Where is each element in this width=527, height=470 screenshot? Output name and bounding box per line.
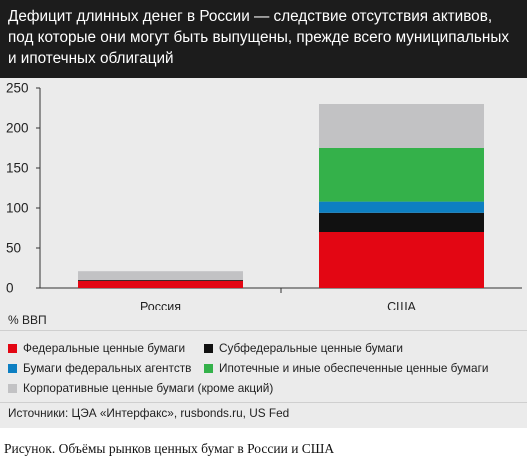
legend-item-mortgage: Ипотечные и иные обеспеченные ценные бум… (204, 361, 489, 375)
legend: Федеральные ценные бумаги Субфедеральные… (8, 338, 523, 398)
legend-item-federal: Федеральные ценные бумаги (8, 341, 204, 355)
legend-swatch-corporate (8, 383, 17, 393)
bar-segment (78, 280, 243, 288)
bar-segment (319, 201, 484, 213)
legend-label-agencies: Бумаги федеральных агентств (23, 361, 192, 375)
source-note: Источники: ЦЭА «Интерфакс», rusbonds.ru,… (8, 406, 290, 420)
bar-segment (319, 148, 484, 202)
legend-swatch-mortgage (204, 363, 213, 373)
y-tick-label: 150 (6, 161, 29, 176)
legend-item-agencies: Бумаги федеральных агентств (8, 361, 204, 375)
legend-swatch-subfederal (204, 343, 213, 353)
legend-label-mortgage: Ипотечные и иные обеспеченные ценные бум… (219, 361, 489, 375)
x-category-label: Россия (140, 300, 181, 310)
x-category-label: США (387, 300, 416, 310)
legend-item-subfederal: Субфедеральные ценные бумаги (204, 341, 403, 355)
bar-segment (319, 212, 484, 232)
legend-item-corporate: Корпоративные ценные бумаги (кроме акций… (8, 381, 273, 395)
legend-label-corporate: Корпоративные ценные бумаги (кроме акций… (23, 381, 274, 395)
chart-header: Дефицит длинных денег в России — следств… (0, 0, 527, 78)
divider (0, 330, 527, 331)
legend-row: Корпоративные ценные бумаги (кроме акций… (8, 378, 523, 398)
chart-title: Дефицит длинных денег в России — следств… (8, 8, 509, 67)
divider (0, 402, 527, 403)
y-axis-unit-label: % ВВП (8, 313, 47, 327)
bar-segment (78, 280, 243, 281)
y-tick-label: 100 (6, 201, 29, 216)
legend-swatch-federal (8, 343, 17, 353)
legend-swatch-agencies (8, 363, 17, 373)
legend-label-subfederal: Субфедеральные ценные бумаги (219, 341, 403, 355)
legend-row: Бумаги федеральных агентств Ипотечные и … (8, 358, 523, 378)
y-tick-label: 0 (6, 281, 14, 296)
figure-caption: Рисунок. Объёмы рынков ценных бумаг в Ро… (4, 441, 335, 456)
bar-segment (319, 232, 484, 288)
stacked-bar-chart: 0 50 100 150 200 250 Россия США (6, 81, 522, 310)
bar-segment (78, 271, 243, 280)
y-tick-label: 50 (6, 241, 21, 256)
legend-row: Федеральные ценные бумаги Субфедеральные… (8, 338, 523, 358)
bar-segment (319, 104, 484, 148)
y-tick-label: 250 (6, 81, 29, 96)
legend-label-federal: Федеральные ценные бумаги (23, 341, 186, 355)
y-tick-label: 200 (6, 121, 29, 136)
